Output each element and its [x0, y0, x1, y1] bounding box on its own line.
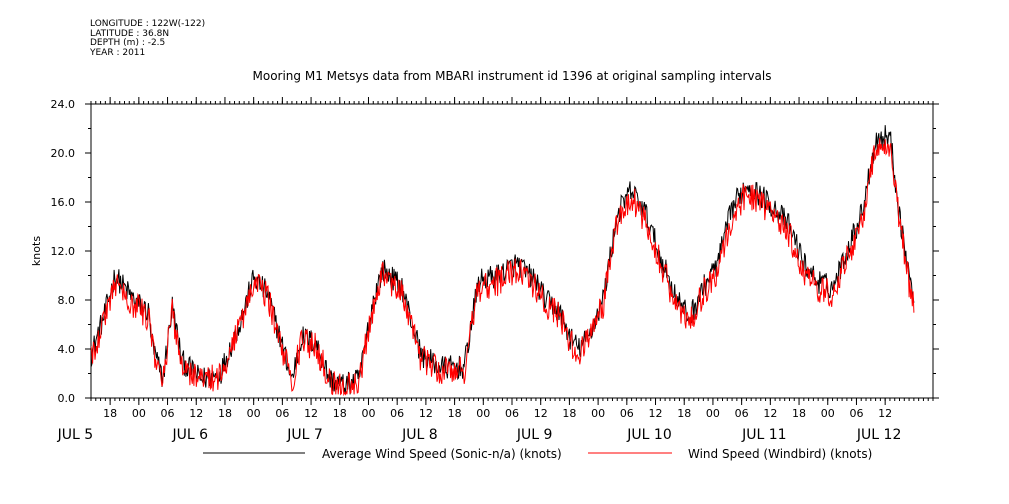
y-axis: 0.0 4.0 8.0 12.0 16.0 20.0 24.0 [51, 98, 939, 405]
x-tick-label: 18 [333, 407, 347, 420]
x-tick-label: 12 [763, 407, 777, 420]
legend-label-1: Wind Speed (Windbird) (knots) [688, 447, 872, 461]
depth-label: DEPTH (m) : -2.5 [90, 38, 166, 48]
y-tick-label: 4.0 [58, 343, 76, 356]
x-date-label: JUL 10 [626, 427, 671, 443]
x-date-label: JUL 9 [516, 427, 553, 443]
longitude-label: LONGITUDE : 122W(-122) [90, 19, 206, 29]
x-date-label: JUL 5 [57, 427, 94, 443]
x-date-label: JUL 12 [856, 427, 901, 443]
station-metadata: LONGITUDE : 122W(-122) LATITUDE : 36.8N … [90, 19, 206, 58]
x-date-label: JUL 6 [171, 427, 208, 443]
x-tick-label: 12 [189, 407, 203, 420]
x-tick-label: 06 [735, 407, 749, 420]
y-tick-label: 12.0 [51, 245, 76, 258]
y-tick-label: 8.0 [58, 294, 76, 307]
y-tick-label: 0.0 [58, 392, 76, 405]
x-date-label: JUL 7 [286, 427, 323, 443]
x-tick-label: 12 [419, 407, 433, 420]
x-tick-label: 12 [304, 407, 318, 420]
latitude-label: LATITUDE : 36.8N [90, 28, 170, 39]
legend: Average Wind Speed (Sonic-n/a) (knots) Wi… [203, 447, 872, 461]
x-tick-label: 00 [591, 407, 605, 420]
x-tick-label: 06 [849, 407, 863, 420]
x-tick-label: 12 [649, 407, 663, 420]
x-tick-label: 06 [275, 407, 289, 420]
y-axis-label: knots [30, 236, 43, 266]
x-tick-label: 06 [390, 407, 404, 420]
series-line-1 [91, 138, 915, 397]
series-layer [91, 125, 915, 397]
x-tick-label: 12 [878, 407, 892, 420]
x-tick-label: 18 [218, 407, 232, 420]
x-date-label: JUL 8 [401, 427, 438, 443]
x-tick-label: 00 [247, 407, 261, 420]
legend-label-0: Average Wind Speed (Sonic-n/a) (knots) [322, 447, 562, 461]
x-tick-label: 06 [620, 407, 634, 420]
x-tick-label: 18 [103, 407, 117, 420]
x-tick-label: 18 [677, 407, 691, 420]
x-tick-label: 18 [448, 407, 462, 420]
x-tick-label: 18 [792, 407, 806, 420]
x-axis: 18 00 06 12 18 00 06 12 18 00 06 12 18 00 06 12 18 00 06 12… [57, 97, 901, 443]
x-tick-label: 18 [562, 407, 576, 420]
x-tick-label: 00 [361, 407, 375, 420]
x-tick-label: 00 [821, 407, 835, 420]
x-tick-label: 00 [476, 407, 490, 420]
series-line-0 [91, 125, 915, 395]
year-label: YEAR : 2011 [90, 47, 146, 58]
x-tick-label: 06 [505, 407, 519, 420]
minor-ticks [90, 101, 934, 401]
x-tick-label: 06 [161, 407, 175, 420]
y-tick-label: 20.0 [51, 147, 76, 160]
x-tick-label: 00 [132, 407, 146, 420]
y-tick-label: 24.0 [51, 98, 76, 111]
plot-frame [90, 103, 934, 399]
x-date-label: JUL 11 [741, 427, 786, 443]
x-tick-label: 12 [534, 407, 548, 420]
x-tick-label: 00 [706, 407, 720, 420]
y-tick-label: 16.0 [51, 196, 76, 209]
chart-title: Mooring M1 Metsys data from MBARI instru… [253, 69, 772, 83]
